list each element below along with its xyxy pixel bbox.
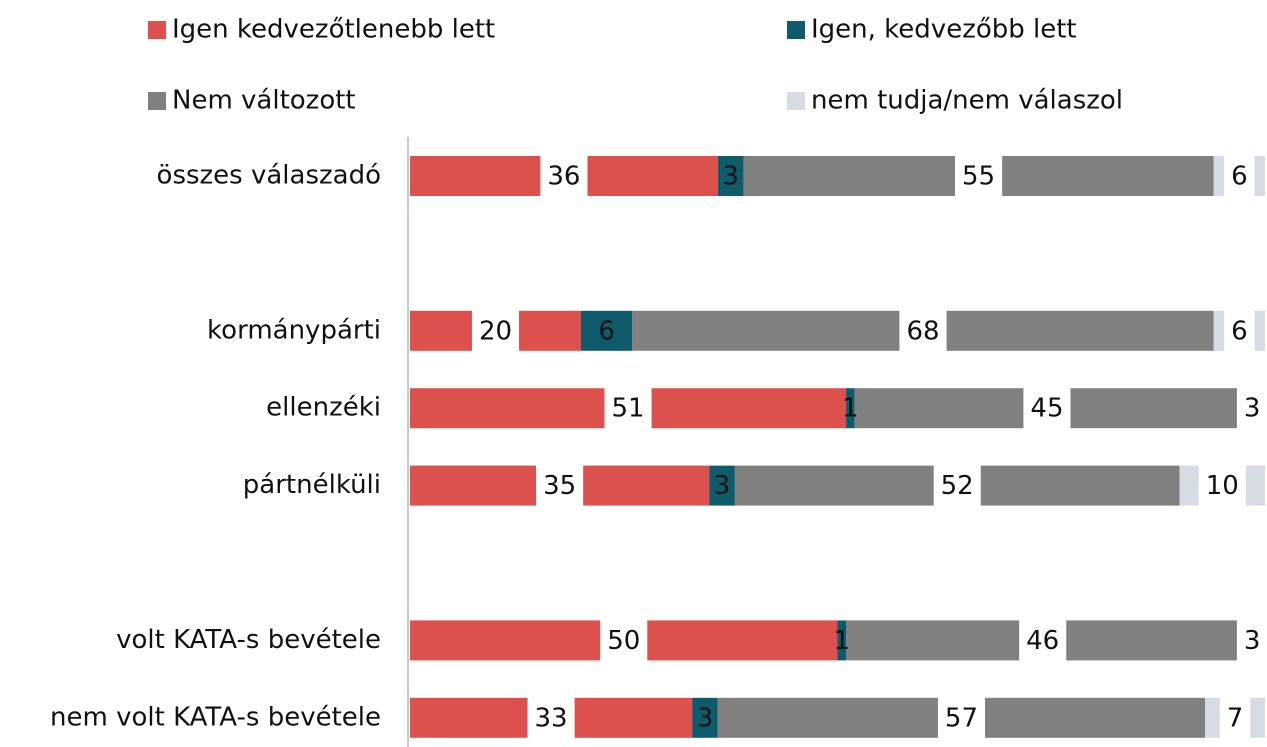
category-label: nem volt KATA-s bevétele [50,702,381,732]
legend-label: Igen kedvezőtlenebb lett [172,15,495,45]
data-label: 46 [1026,626,1059,656]
legend-swatch [148,21,166,39]
bar-segment [581,310,633,351]
legend-label: nem tudja/nem válaszol [811,86,1123,116]
data-label: 6 [1231,316,1248,346]
label-background [600,619,648,662]
category-label: pártnélküli [243,470,381,500]
legend-label: Igen, kedvezőbb lett [811,15,1077,45]
data-label: 52 [941,471,974,501]
bar-segment [709,465,735,506]
legend-label: Nem változott [172,86,356,116]
data-label: 3 [1244,394,1261,424]
data-label: 6 [598,316,615,346]
label-background [1236,387,1267,430]
category-label: volt KATA-s bevétele [116,625,381,655]
label-background [1219,696,1251,739]
data-label: 68 [906,316,939,346]
data-label: 50 [607,626,640,656]
label-background [527,696,575,739]
label-background [536,464,584,507]
data-label: 36 [547,162,580,192]
label-background [1224,155,1255,197]
data-label: 51 [611,394,644,424]
data-label: 57 [945,703,978,733]
data-label: 3 [697,703,714,733]
legend-swatch [148,92,166,110]
data-label: 1 [834,626,851,656]
data-label: 55 [962,162,995,192]
label-background [1023,387,1071,430]
data-label: 10 [1206,471,1239,501]
legend-swatch [787,21,805,39]
bar-segment [717,156,744,196]
label-background [471,309,520,352]
data-label: 1 [842,394,859,424]
data-label: 35 [543,471,576,501]
label-background [955,155,1003,197]
label-background [1236,619,1267,662]
category-label: kormánypárti [207,315,381,345]
data-label: 3 [1244,626,1261,656]
bar-segment [837,620,847,661]
bar-segment [692,697,718,738]
label-background [899,309,947,352]
bar-segment [846,388,855,429]
label-background [1019,619,1067,662]
label-background [933,464,981,507]
data-label: 7 [1227,703,1244,733]
data-label: 3 [714,471,731,501]
data-label: 33 [535,703,568,733]
data-label: 45 [1030,394,1063,424]
data-label: 6 [1231,162,1248,192]
legend-swatch [787,92,805,110]
label-background [604,387,652,430]
label-background [540,155,588,197]
category-label: összes válaszadó [157,161,381,191]
data-label: 3 [722,162,739,192]
data-label: 20 [479,316,512,346]
label-background [937,696,986,739]
label-background [1224,309,1255,352]
category-label: ellenzéki [266,393,381,423]
label-background [1198,464,1246,507]
